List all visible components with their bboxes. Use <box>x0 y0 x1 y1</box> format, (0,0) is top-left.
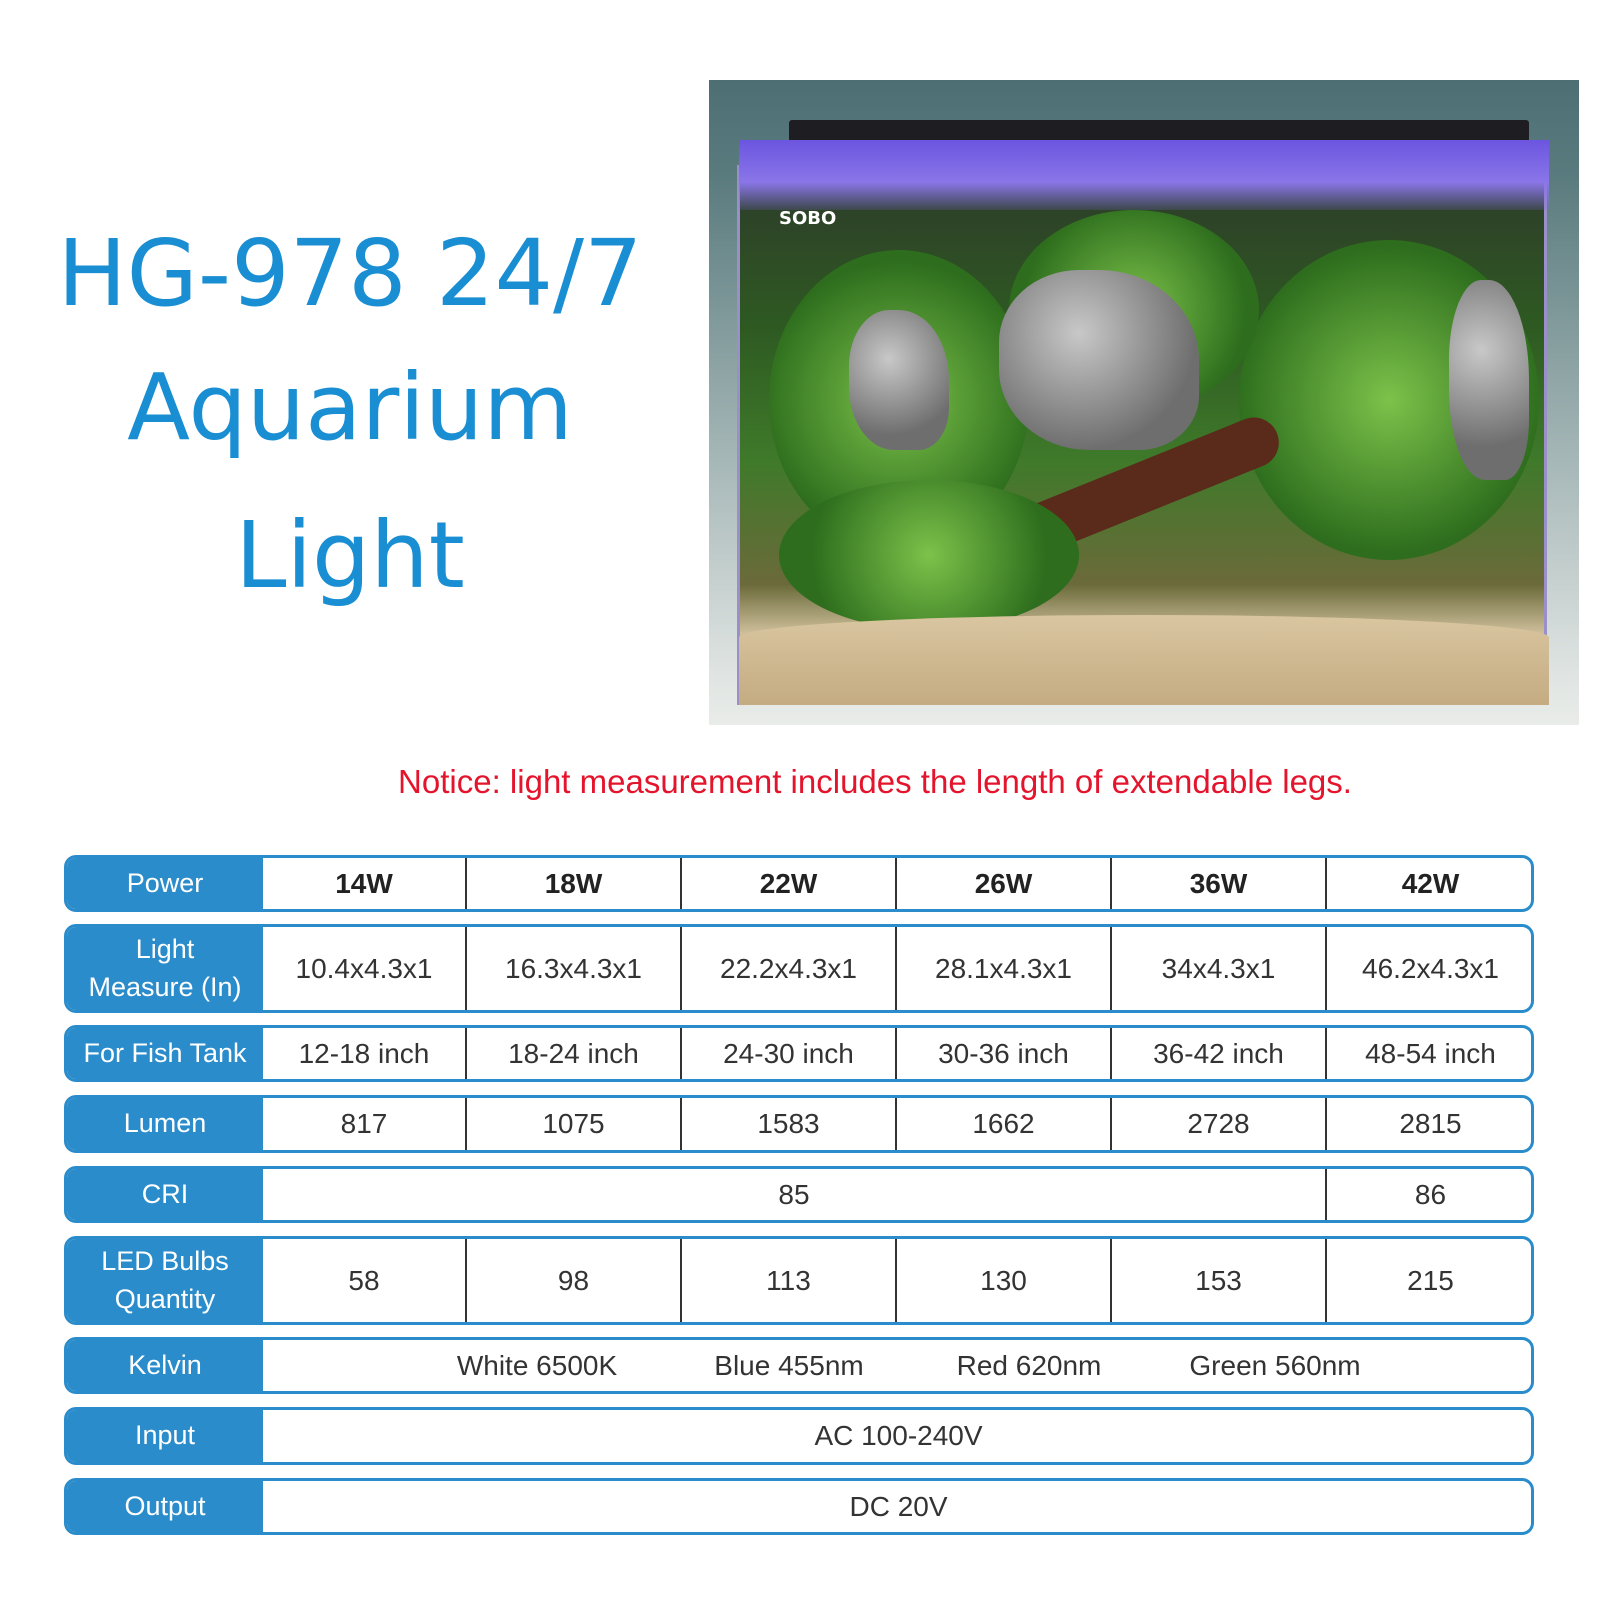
sobo-logo: SOBO <box>779 208 837 229</box>
rock <box>1449 280 1529 480</box>
cell: 30-36 inch <box>895 1028 1110 1079</box>
cell: Red 620nm <box>956 1349 1102 1381</box>
cell: White 6500K <box>456 1349 618 1381</box>
row-label: Power <box>67 858 263 909</box>
cell: 85 <box>778 1178 810 1210</box>
row-label: Light Measure (In) <box>67 927 263 1010</box>
label-line: LED Bulbs <box>101 1245 229 1276</box>
label-line: Quantity <box>114 1283 216 1314</box>
cell: 2815 <box>1325 1098 1531 1150</box>
row-label: Output <box>67 1481 263 1532</box>
cell: 16.3x4.3x1 <box>465 927 680 1010</box>
cell: 48-54 inch <box>1325 1028 1531 1079</box>
row-kelvin: Kelvin White 6500K Blue 455nm Red 620nm … <box>64 1337 1534 1394</box>
cell: 215 <box>1325 1239 1531 1322</box>
cell: 130 <box>895 1239 1110 1322</box>
cell: Green 560nm <box>1189 1349 1361 1381</box>
row-cri: CRI 85 86 <box>64 1166 1534 1223</box>
cell: 113 <box>680 1239 895 1322</box>
cell: DC 20V <box>849 1490 948 1522</box>
label-line: Light <box>135 933 195 964</box>
cell: 26W <box>895 858 1110 909</box>
cell: 46.2x4.3x1 <box>1325 927 1531 1010</box>
aquarium-photo: SOBO <box>709 80 1579 725</box>
cell: 153 <box>1110 1239 1325 1322</box>
cell: AC 100-240V <box>814 1420 983 1451</box>
cell: 98 <box>465 1239 680 1322</box>
plant <box>779 480 1079 630</box>
label-line: Measure (In) <box>88 971 242 1002</box>
row-input: Input AC 100-240V <box>64 1407 1534 1465</box>
sand <box>739 615 1549 705</box>
cell: 1583 <box>680 1098 895 1150</box>
row-power: Power 14W 18W 22W 26W 36W 42W <box>64 855 1534 912</box>
row-label: Input <box>67 1410 263 1462</box>
title-line-3: Light <box>235 502 465 609</box>
cell: 14W <box>335 867 393 899</box>
title-line-1: HG-978 24/7 <box>57 220 643 327</box>
row-label: For Fish Tank <box>67 1028 263 1079</box>
cell: 18W <box>465 858 680 909</box>
row-label: LED Bulbs Quantity <box>67 1239 263 1322</box>
row-lumen: Lumen 817 1075 1583 1662 2728 2815 <box>64 1095 1534 1153</box>
cell: 817 <box>340 1108 388 1139</box>
light-bar <box>789 120 1529 142</box>
cell: 1075 <box>465 1098 680 1150</box>
cell: 58 <box>348 1264 380 1296</box>
rock <box>849 310 949 450</box>
cell: 10.4x4.3x1 <box>295 952 433 984</box>
cell: 28.1x4.3x1 <box>895 927 1110 1010</box>
row-label: Lumen <box>67 1098 263 1150</box>
light-glow <box>739 140 1549 210</box>
notice-text: Notice: light measurement includes the l… <box>398 763 1352 800</box>
title-line-2: Aquarium <box>127 354 573 461</box>
row-led-quantity: LED Bulbs Quantity 58 98 113 130 153 215 <box>64 1236 1534 1325</box>
cell: 86 <box>1325 1169 1531 1220</box>
cell: 36W <box>1110 858 1325 909</box>
row-label: Kelvin <box>67 1340 263 1391</box>
cell: 34x4.3x1 <box>1110 927 1325 1010</box>
cell: 22.2x4.3x1 <box>680 927 895 1010</box>
rock <box>999 270 1199 450</box>
cell: 2728 <box>1110 1098 1325 1150</box>
cell: 42W <box>1325 858 1531 909</box>
cell: 22W <box>680 858 895 909</box>
cell: 18-24 inch <box>465 1028 680 1079</box>
cell: 36-42 inch <box>1110 1028 1325 1079</box>
row-fish-tank: For Fish Tank 12-18 inch 18-24 inch 24-3… <box>64 1025 1534 1082</box>
cell: Blue 455nm <box>714 1349 864 1381</box>
cell: 1662 <box>895 1098 1110 1150</box>
row-output: Output DC 20V <box>64 1478 1534 1535</box>
row-light-measure: Light Measure (In) 10.4x4.3x1 16.3x4.3x1 … <box>64 924 1534 1013</box>
cell: 24-30 inch <box>680 1028 895 1079</box>
row-label: CRI <box>67 1169 263 1220</box>
cell: 12-18 inch <box>298 1037 430 1069</box>
